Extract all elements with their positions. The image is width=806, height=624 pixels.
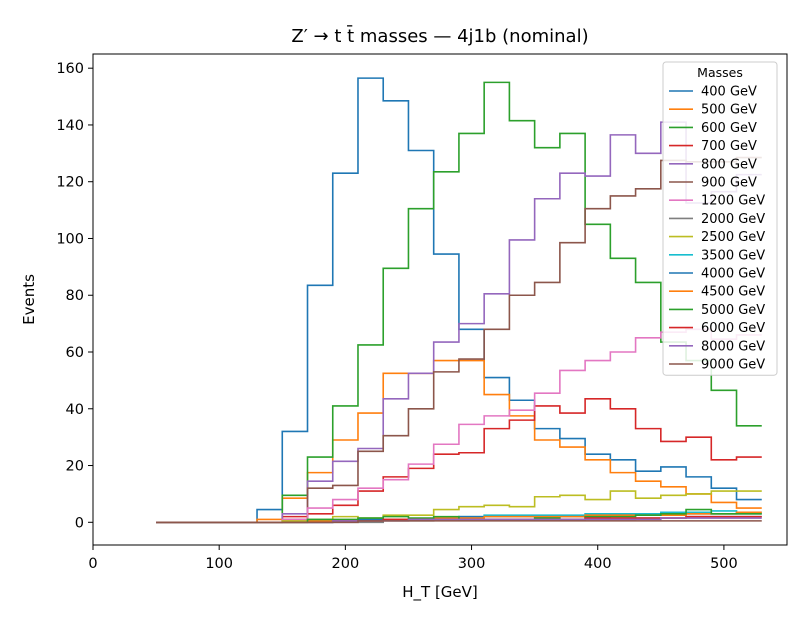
series-line	[156, 490, 762, 524]
legend-entry: 1200 GeV	[701, 194, 765, 209]
y-tick-label: 40	[66, 402, 84, 418]
series-line	[156, 328, 762, 524]
series-layer	[156, 77, 762, 524]
legend-entry: 5000 GeV	[701, 303, 765, 318]
x-tick-label: 0	[88, 556, 97, 572]
legend-entry: 9000 GeV	[701, 358, 765, 373]
series-line	[156, 398, 762, 524]
x-tick-label: 500	[710, 556, 738, 572]
x-tick-label: 200	[332, 556, 360, 572]
legend-entry: 600 GeV	[701, 121, 757, 136]
legend-entry: 3500 GeV	[701, 248, 765, 263]
legend-entry: 2000 GeV	[701, 212, 765, 227]
legend-title: Masses	[697, 65, 743, 80]
x-tick-label: 300	[458, 556, 486, 572]
legend-entry: 700 GeV	[701, 139, 757, 154]
legend-entry: 400 GeV	[701, 85, 757, 100]
y-tick-label: 120	[56, 175, 84, 191]
legend-entry: 2500 GeV	[701, 230, 765, 245]
series-line	[156, 520, 762, 524]
legend-entry: 4000 GeV	[701, 267, 765, 282]
legend-entry: 800 GeV	[701, 157, 757, 172]
y-tick-label: 20	[66, 459, 84, 475]
legend-entry: 900 GeV	[701, 176, 757, 191]
y-tick-label: 100	[56, 231, 84, 247]
axes-frame	[92, 53, 788, 546]
x-tick-label: 400	[584, 556, 612, 572]
x-axis: 0 100 200 300 400 500	[88, 545, 738, 572]
chart-title: Z′ → t t̄ masses — 4j1b (nominal)	[291, 25, 588, 47]
y-tick-label: 60	[66, 345, 84, 361]
y-tick-label: 80	[66, 288, 84, 304]
legend: Masses 400 GeV 500 GeV 600 GeV 700 GeV 800 Ge…	[662, 61, 778, 376]
y-tick-label: 140	[56, 118, 84, 134]
x-tick-label: 100	[205, 556, 233, 572]
legend-box	[662, 61, 778, 376]
y-tick-label: 160	[56, 61, 84, 77]
legend-entry: 4500 GeV	[701, 285, 765, 300]
x-axis-label: H_T [GeV]	[402, 583, 478, 602]
legend-entry: 500 GeV	[701, 103, 757, 118]
y-axis-label: Events	[20, 274, 38, 325]
legend-entry: 6000 GeV	[701, 321, 765, 336]
y-tick-label: 0	[75, 515, 84, 531]
legend-entry: 8000 GeV	[701, 339, 765, 354]
y-axis: 0 20 40 60 80 100 120 140 160	[56, 61, 93, 531]
